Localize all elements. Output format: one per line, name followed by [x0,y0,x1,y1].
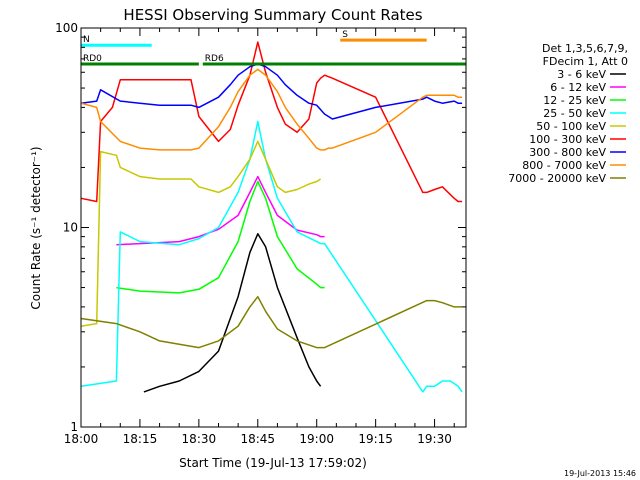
legend-entry-label: 100 - 300 keV [529,133,606,146]
series-line-2 [116,175,325,246]
series-line-8 [80,68,463,151]
x-tick-label: 18:00 [64,432,99,446]
plot-area: N S RD0 RD6 [80,30,466,393]
x-tick-label: 18:15 [123,432,158,446]
flag-label-4: RD6 [205,54,224,64]
flag-label-1: N [83,35,90,45]
y-tick-label: 100 [55,21,78,35]
series-line-7 [80,63,463,120]
x-tick-label: 18:45 [240,432,275,446]
legend-entry-label: 300 - 800 keV [529,146,606,159]
x-axis-label: Start Time (19-Jul-13 17:59:02) [179,456,367,470]
flag-label-2: S [342,30,348,40]
series-line-9 [80,295,463,349]
flag-label-3: RD0 [83,54,102,64]
legend-entry-label: 800 - 7000 keV [522,159,606,172]
legend-entry-label: 25 - 50 keV [543,107,606,120]
legend: Det 1,3,5,6,7,9,FDecim 1, Att 03 - 6 keV… [508,42,628,185]
legend-entry-label: 7000 - 20000 keV [508,172,606,185]
x-tick-label: 19:15 [358,432,393,446]
y-tick-label: 1 [70,420,78,434]
legend-header: FDecim 1, Att 0 [543,55,628,68]
legend-header: Det 1,3,5,6,7,9, [542,42,628,55]
chart-title: HESSI Observing Summary Count Rates [123,6,422,24]
x-tick-label: 19:00 [299,432,334,446]
series-line-6 [80,41,463,203]
legend-entry-label: 6 - 12 keV [550,81,606,94]
series-line-1 [143,233,322,393]
series-line-3 [116,180,325,294]
date-stamp: 19-Jul-2013 15:46 [564,469,636,478]
series-line-4 [80,120,463,393]
series-line-5 [80,140,322,327]
legend-entry-label: 3 - 6 keV [557,68,606,81]
axes: 18:00 18:15 18:30 18:45 19:00 19:15 19:30 1 10 10… [55,21,467,446]
y-tick-label: 10 [63,221,78,235]
y-axis-label: Count Rate (s⁻¹ detector⁻¹) [29,146,43,309]
legend-entry-label: 50 - 100 keV [536,120,606,133]
x-tick-label: 19:30 [417,432,452,446]
legend-entry-label: 12 - 25 keV [543,94,606,107]
x-tick-label: 18:30 [182,432,217,446]
